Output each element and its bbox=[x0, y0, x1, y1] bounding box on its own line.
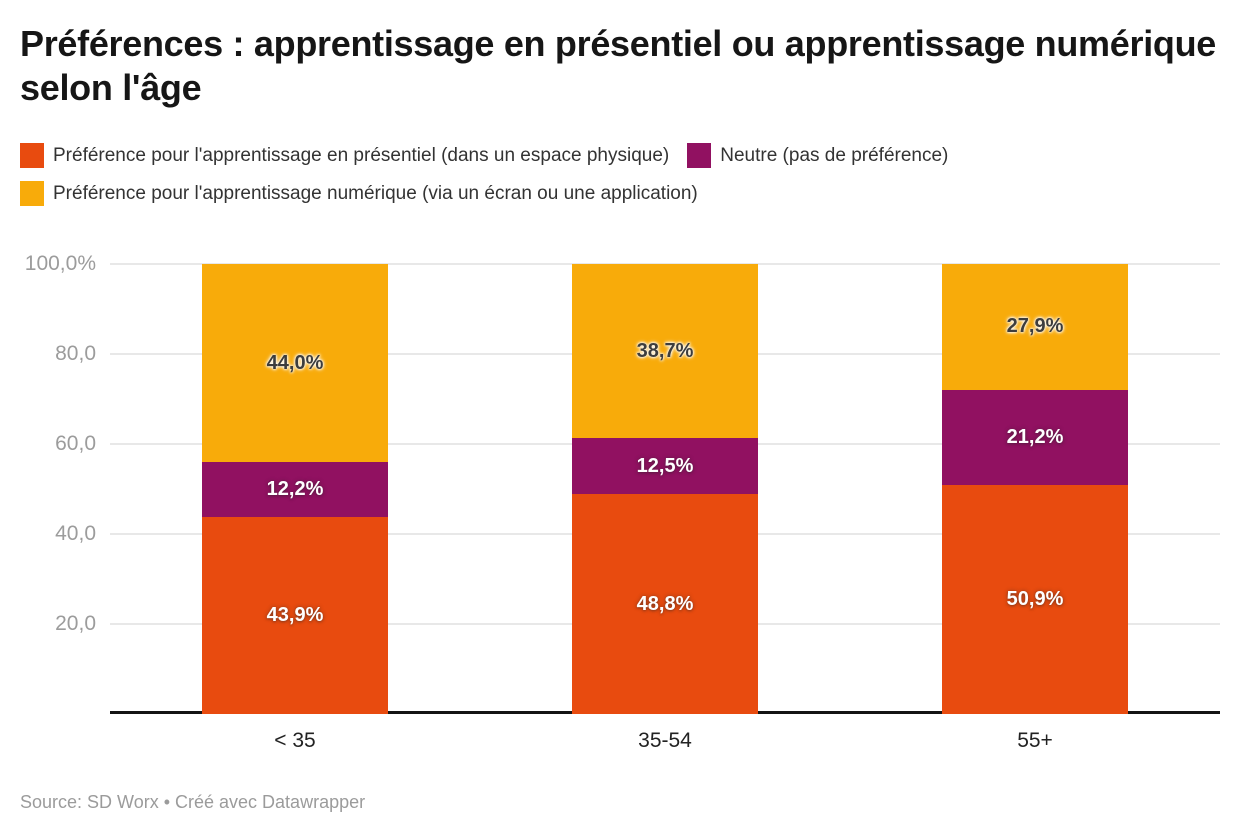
bar-segment: 50,9% bbox=[942, 484, 1128, 714]
bar-segment: 38,7% bbox=[572, 264, 758, 439]
bar-segment: 21,2% bbox=[942, 389, 1128, 485]
y-axis-tick-label: 80,0 bbox=[55, 342, 96, 365]
bar-segment-value-label: 48,8% bbox=[636, 592, 694, 615]
bar-segment-value-label: 12,5% bbox=[636, 454, 694, 477]
y-axis-tick-label: 20,0 bbox=[55, 612, 96, 635]
bar-segment-value-label: 38,7% bbox=[636, 339, 694, 362]
bar-segment: 48,8% bbox=[572, 494, 758, 714]
y-axis-tick-label: 100,0% bbox=[24, 252, 96, 275]
legend-swatch-icon bbox=[20, 181, 44, 206]
y-axis-tick-label: 60,0 bbox=[55, 432, 96, 455]
source-attribution: Source: SD Worx • Créé avec Datawrapper bbox=[20, 792, 366, 812]
bar-segment: 12,2% bbox=[202, 462, 388, 517]
bar-segment-value-label: 50,9% bbox=[1006, 587, 1064, 610]
legend-swatch-icon bbox=[20, 143, 44, 168]
bar-segment-value-label: 12,2% bbox=[266, 477, 324, 500]
bar-segment: 27,9% bbox=[942, 264, 1128, 390]
bar-segment-value-label: 44,0% bbox=[266, 351, 324, 374]
x-axis-category-label: 35-54 bbox=[638, 729, 692, 752]
chart-plot: 100,0% 80,0 60,0 40,0 20,0 44,0% 12,2% 43,9% < 3… bbox=[25, 252, 1220, 752]
x-axis-category-label: 55+ bbox=[1017, 729, 1053, 752]
bar-segment-value-label: 21,2% bbox=[1006, 425, 1064, 448]
legend-item-label: Préférence pour l'apprentissage numériqu… bbox=[53, 183, 698, 204]
bar-segment-value-label: 27,9% bbox=[1006, 315, 1064, 338]
bar-3: 27,9% 21,2% 50,9% bbox=[942, 264, 1128, 714]
bar-segment: 12,5% bbox=[572, 438, 758, 495]
legend: Préférence pour l'apprentissage en prése… bbox=[20, 143, 1225, 206]
legend-item-2: Préférence pour l'apprentissage numériqu… bbox=[20, 181, 698, 206]
bar-2: 38,7% 12,5% 48,8% bbox=[572, 264, 758, 714]
bar-segment: 44,0% bbox=[202, 264, 388, 462]
bar-segment: 43,9% bbox=[202, 516, 388, 715]
bar-segment-value-label: 43,9% bbox=[266, 604, 324, 627]
legend-item-0: Préférence pour l'apprentissage en prése… bbox=[20, 143, 669, 168]
chart-title: Préférences : apprentissage en présentie… bbox=[20, 23, 1217, 108]
legend-swatch-icon bbox=[687, 143, 712, 168]
bar-1: 44,0% 12,2% 43,9% bbox=[202, 264, 388, 715]
x-axis-category-label: < 35 bbox=[274, 729, 316, 752]
legend-item-1: Neutre (pas de préférence) bbox=[687, 143, 948, 168]
legend-item-label: Préférence pour l'apprentissage en prése… bbox=[53, 145, 670, 166]
legend-item-label: Neutre (pas de préférence) bbox=[720, 145, 949, 166]
y-axis-tick-label: 40,0 bbox=[55, 522, 96, 545]
